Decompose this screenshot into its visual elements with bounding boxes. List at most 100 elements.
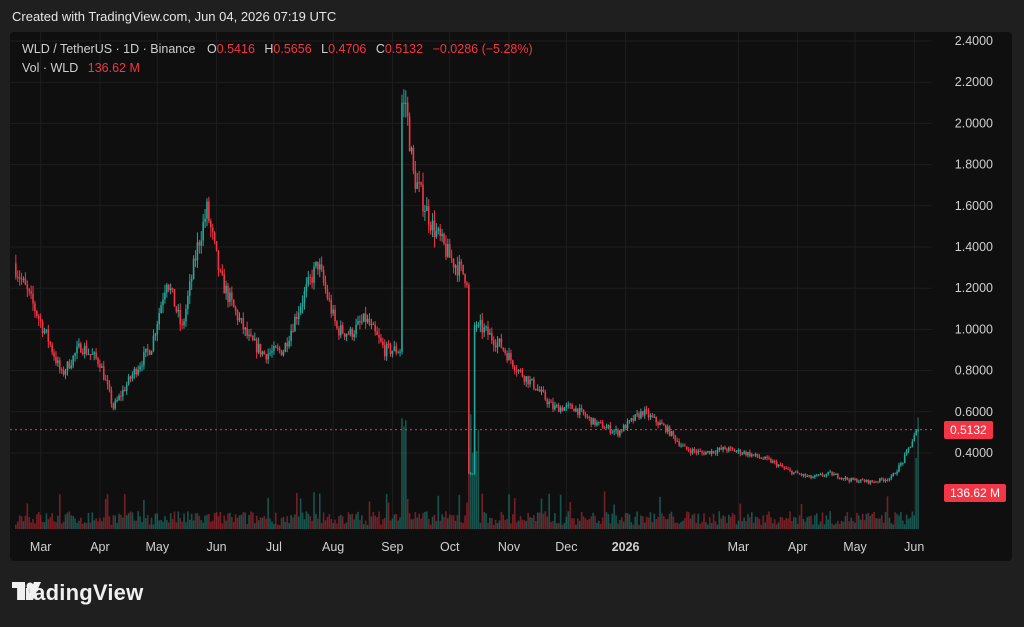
candle-body <box>456 265 459 276</box>
candle-body <box>536 389 539 391</box>
candle-body <box>783 466 786 469</box>
candle-body <box>852 478 854 480</box>
candle-body <box>900 463 902 465</box>
candle-body <box>856 479 858 483</box>
volume-bar <box>800 504 803 529</box>
volume-bar <box>833 524 835 529</box>
candle-body <box>892 473 895 476</box>
chart-panel[interactable]: 2.4000 2.2000 2.0000 1.8000 1.6000 1.4000 1.20… <box>10 32 1012 561</box>
volume-bar <box>858 515 860 529</box>
volume-bar <box>508 494 510 529</box>
volume-bar <box>502 514 505 529</box>
volume-bar <box>812 524 814 529</box>
legend: WLD / TetherUS · 1D · Binance O0.5416 H0… <box>22 40 533 78</box>
candle-body <box>460 261 463 265</box>
candle-body <box>145 348 147 353</box>
volume-bar <box>573 518 575 529</box>
candle-body <box>349 328 352 335</box>
tradingview-footer[interactable]: TradingView <box>12 580 143 606</box>
candle-body <box>617 429 619 436</box>
volume-bar <box>406 498 409 529</box>
candle-body <box>353 334 355 338</box>
candle-body <box>913 435 916 442</box>
volume-bar <box>850 517 852 529</box>
candle-body <box>586 416 589 418</box>
volume-bar <box>294 514 296 529</box>
time-tick-label: Mar <box>728 540 750 554</box>
volume-bar <box>364 520 367 529</box>
candle-body <box>383 345 386 357</box>
candle-body <box>93 352 95 355</box>
volume-bar <box>846 512 849 529</box>
volume-bar <box>745 520 747 529</box>
volume-bar <box>99 518 101 529</box>
volume-bar <box>913 515 916 529</box>
volume-bar <box>169 513 172 529</box>
candle-body <box>556 405 558 407</box>
volume-bar <box>496 522 499 529</box>
candle-body <box>229 292 231 302</box>
candle-body <box>37 316 40 319</box>
candle-body <box>72 355 74 366</box>
candle-body <box>508 353 510 361</box>
volume-bar <box>863 520 866 529</box>
volume-bar <box>66 512 69 529</box>
candle-body <box>370 323 373 325</box>
candle-body <box>385 343 388 357</box>
volume-bar <box>886 496 889 529</box>
volume-bar <box>506 518 508 529</box>
candle-body <box>66 361 69 371</box>
candle-body <box>215 241 218 251</box>
volume-bar <box>559 494 562 529</box>
candle-body <box>211 227 214 233</box>
time-tick-label: 2026 <box>612 540 640 554</box>
volume-bar <box>624 513 627 529</box>
volume-bar <box>133 520 136 529</box>
candle-body <box>563 407 566 411</box>
candle-body <box>271 351 273 353</box>
candle-body <box>819 474 822 476</box>
candle-body <box>766 456 768 458</box>
candle-body <box>854 479 856 481</box>
volume-bar <box>259 517 262 529</box>
candle-body <box>785 468 787 470</box>
candle-body <box>22 278 25 280</box>
candle-body <box>777 464 780 467</box>
candle-body <box>837 473 839 478</box>
volume-bar <box>682 520 684 529</box>
volume-bar <box>181 521 183 529</box>
volume-bar <box>204 515 206 529</box>
volume-bar <box>85 523 88 529</box>
candle-body <box>437 228 440 231</box>
volume-bar <box>647 517 650 529</box>
price-tick-label: 1.2000 <box>955 281 993 295</box>
volume-bar <box>150 517 153 529</box>
volume-bar <box>234 514 237 529</box>
volume-bar <box>622 521 625 529</box>
volume-bar <box>565 516 568 529</box>
price-chart[interactable]: 2.4000 2.2000 2.0000 1.8000 1.6000 1.4000 1.20… <box>10 32 1012 561</box>
volume-bar <box>123 494 126 529</box>
candle-body <box>250 334 252 336</box>
candle-body <box>208 201 210 222</box>
volume-bar <box>666 519 669 529</box>
volume-bar <box>743 517 745 529</box>
volume-bar <box>882 522 885 529</box>
volume-bar <box>445 511 447 529</box>
candle-body <box>735 451 738 453</box>
volume-bar <box>517 520 520 529</box>
volume-bar <box>603 491 606 529</box>
volume-bar <box>297 516 300 529</box>
candle-body <box>842 478 845 480</box>
volume-bar <box>443 516 445 529</box>
volume-bar <box>378 511 380 529</box>
volume-bar <box>76 522 78 529</box>
volume-bar <box>206 514 208 529</box>
volume-bar <box>420 518 422 529</box>
candle-body <box>267 353 269 360</box>
candle-body <box>339 325 342 336</box>
candle-body <box>817 474 820 476</box>
volume-bar <box>716 524 719 529</box>
volume-bar <box>598 520 600 529</box>
volume-bar <box>787 518 789 529</box>
